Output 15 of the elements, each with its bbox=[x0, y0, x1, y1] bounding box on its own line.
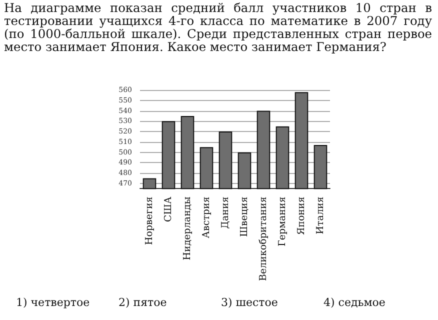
x-tick-label: Норвегия bbox=[144, 196, 155, 246]
x-tick-label: США bbox=[163, 196, 174, 222]
x-tick-label: Австрия bbox=[201, 196, 212, 238]
x-tick-label: Великобритания bbox=[258, 196, 269, 282]
text: 2) пятое bbox=[118, 296, 168, 309]
text: 1) четвертое bbox=[16, 296, 91, 309]
x-tick-label: Япония bbox=[296, 196, 307, 236]
x-tick-label: Швеция bbox=[239, 196, 250, 237]
chart-title: На диаграмме показан средний балл участников 10 стран в тестировании учащихся 4-го класса по математике в 2007 году (по 1000-балльной шкале). Среди представленных стран первое место занимает Япония. Какое место занимает Германия? bbox=[4, 1, 432, 54]
x-tick-label: Германия bbox=[277, 196, 288, 246]
x-tick-label: Дания bbox=[220, 196, 231, 229]
x-tick-label: Италия bbox=[315, 196, 326, 234]
text: 4) седьмое bbox=[324, 296, 386, 309]
x-tick-label: Нидерланды bbox=[182, 196, 193, 260]
text: 3) шестое bbox=[221, 296, 279, 309]
